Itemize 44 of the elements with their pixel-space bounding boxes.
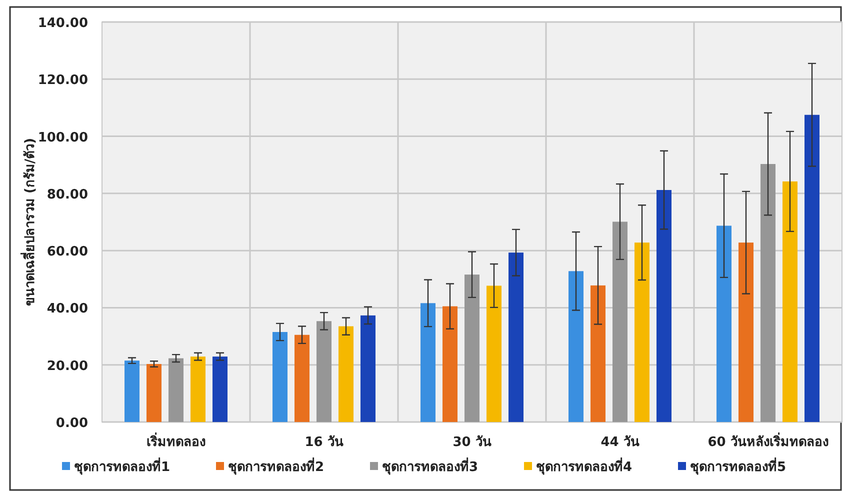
x-tick-label: 16 วัน (304, 435, 344, 450)
bar (738, 242, 754, 422)
x-tick-label: เริ่มทดลอง (146, 432, 206, 450)
bar (316, 321, 332, 422)
y-axis-title: ขนาดเฉลี่ยปลารวม (กรัม/ตัว) (20, 138, 38, 306)
x-tick-label: 60 วันหลังเริ่มทดลอง (708, 432, 828, 450)
legend-label: ชุดการทดลองที่4 (536, 457, 632, 475)
bar (272, 332, 288, 422)
y-tick-label: 20.00 (46, 358, 88, 374)
legend-label: ชุดการทดลองที่5 (690, 457, 786, 475)
bar (294, 334, 310, 422)
bar (508, 252, 524, 422)
bar (612, 222, 628, 422)
legend-label: ชุดการทดลองที่3 (382, 457, 478, 475)
legend-label: ชุดการทดลองที่2 (228, 457, 324, 475)
y-tick-label: 120.00 (38, 73, 88, 88)
bar (782, 181, 798, 422)
bar (124, 360, 140, 422)
y-tick-label: 100.00 (38, 130, 88, 146)
bar (716, 226, 732, 422)
bar (338, 326, 354, 422)
bar (146, 364, 162, 422)
bar (464, 274, 480, 422)
y-tick-label: 80.00 (46, 187, 88, 202)
bar (168, 358, 184, 422)
bar (212, 356, 228, 422)
bar (360, 315, 376, 422)
x-tick-label: 30 วัน (452, 435, 492, 450)
bar (420, 303, 436, 422)
y-tick-label: 140.00 (38, 16, 88, 31)
bar (190, 356, 206, 422)
y-tick-label: 60.00 (46, 244, 88, 260)
y-tick-label: 0.00 (56, 416, 88, 431)
x-tick-label: 44 วัน (600, 435, 640, 450)
bar (590, 285, 606, 422)
bar (442, 306, 458, 422)
y-tick-label: 40.00 (46, 302, 88, 317)
legend-label: ชุดการทดลองที่1 (74, 457, 170, 475)
bar (804, 114, 820, 422)
bar (486, 286, 502, 422)
bar (568, 271, 584, 422)
bar (634, 242, 650, 422)
bar (656, 190, 672, 422)
bar (760, 164, 776, 422)
